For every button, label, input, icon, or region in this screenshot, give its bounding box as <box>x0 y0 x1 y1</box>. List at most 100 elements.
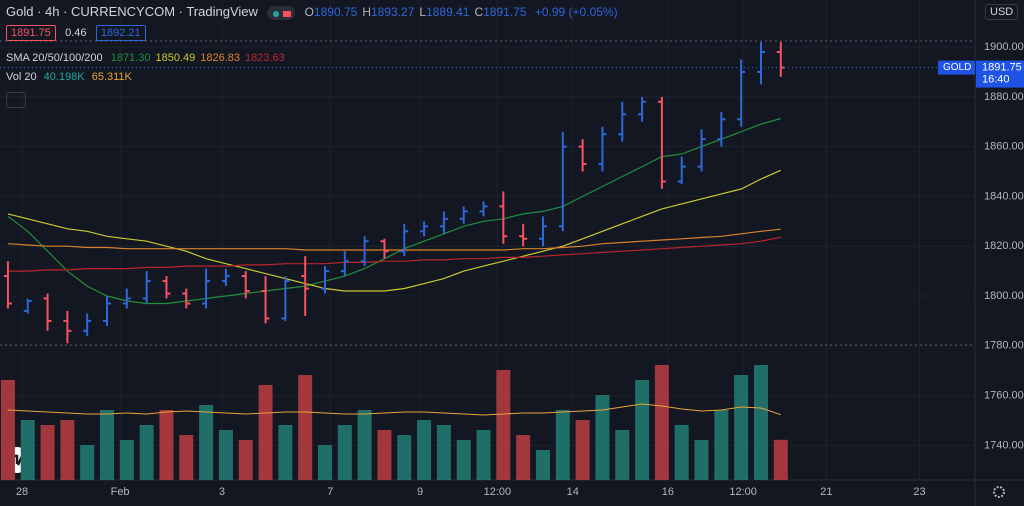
volume-name: Vol 20 <box>6 71 37 83</box>
volume-bar <box>278 425 293 480</box>
volume-bar <box>0 380 15 480</box>
volume-bar <box>179 435 194 480</box>
volume-bar <box>476 430 491 480</box>
volume-bar <box>218 430 233 480</box>
volume-bar <box>119 440 134 480</box>
volume-bar <box>535 450 550 480</box>
ohlc-value: 1891.75 <box>483 5 527 19</box>
x-tick-label: 23 <box>913 486 925 498</box>
collapse-button[interactable] <box>6 92 26 108</box>
sma-line <box>7 117 781 305</box>
y-tick-label: 1780.00 <box>984 340 1024 352</box>
x-tick-label: 12:00 <box>484 486 512 498</box>
volume-bar <box>199 405 214 480</box>
volume-bar <box>238 440 253 480</box>
volume-bar <box>714 410 729 480</box>
ohlc-label: H <box>362 5 371 19</box>
volume-bar <box>139 425 154 480</box>
sma-value: 1823.63 <box>245 52 285 64</box>
x-tick-label: 7 <box>327 486 333 498</box>
sma-value: 1871.30 <box>110 52 151 64</box>
sma-value: 1826.83 <box>200 52 240 64</box>
volume-bar <box>555 410 570 480</box>
volume-bar <box>298 375 313 480</box>
ohlc-label: O <box>304 5 314 19</box>
volume-ma-line <box>7 403 781 416</box>
x-tick-label: 28 <box>16 486 28 498</box>
sma-line <box>7 228 781 251</box>
bid-button[interactable]: 1891.75 <box>6 25 56 41</box>
volume-bar <box>694 440 709 480</box>
y-tick-label: 1800.00 <box>984 290 1024 302</box>
volume-bar <box>615 430 630 480</box>
x-tick-label: 14 <box>567 486 579 498</box>
legend-row: Gold · 4h · CURRENCYCOM · TradingView O1… <box>6 4 618 20</box>
x-tick-label: 16 <box>662 486 674 498</box>
x-tick-label: Feb <box>111 486 130 498</box>
volume-bar <box>417 420 432 480</box>
volume-bar <box>516 435 531 480</box>
sma-name: SMA 20/50/100/200 <box>6 52 103 64</box>
volume-bar <box>456 440 471 480</box>
spread: 0.46 <box>65 27 87 39</box>
volume-ma-value: 65.311K <box>91 71 132 83</box>
y-tick-label: 1840.00 <box>984 190 1024 202</box>
currency: USD <box>990 6 1014 18</box>
sma-value: 1850.49 <box>155 52 196 64</box>
ohlc-label: C <box>474 5 484 19</box>
volume-bar <box>575 420 590 480</box>
x-tick-label: 3 <box>219 486 225 498</box>
volume-bar <box>595 395 610 480</box>
sma-line <box>7 236 781 272</box>
volume-bar <box>753 365 768 480</box>
volume-bar <box>397 435 412 480</box>
y-tick-label: 1880.00 <box>984 91 1024 103</box>
currency-button[interactable]: USD <box>985 4 1019 20</box>
volume-bar <box>436 425 451 480</box>
volume-bar <box>377 430 392 480</box>
volume-bar <box>20 420 35 480</box>
volume-bar <box>773 439 788 480</box>
volume-bar <box>258 385 273 480</box>
status-badge[interactable] <box>267 5 296 20</box>
y-tick-label: 1820.00 <box>984 240 1024 252</box>
ohlc-values: O1890.75 H1893.27 L1889.41 C1891.75 <box>305 5 532 19</box>
volume-bar <box>159 410 174 480</box>
quote-row: 1891.75 0.46 1892.21 <box>6 25 146 41</box>
volume-bar <box>734 375 749 480</box>
symbol-tag-label: GOLD <box>943 62 971 73</box>
volume-bar <box>60 420 75 480</box>
ohlc-label: L <box>419 5 427 19</box>
symbol-title: Gold · 4h · CURRENCYCOM · TradingView <box>6 4 258 19</box>
volume-bar <box>318 445 332 480</box>
volume-bar <box>100 410 115 480</box>
ohlc-value: 1890.75 <box>313 5 358 19</box>
volume-bar <box>40 425 55 480</box>
price-tag <box>976 60 1024 88</box>
volume-bar <box>635 380 650 480</box>
sma-line <box>7 169 782 292</box>
y-tick-label: 1760.00 <box>984 390 1024 402</box>
ohlc-value: 1889.41 <box>426 5 470 19</box>
symbol-tag <box>938 60 975 75</box>
ask-button[interactable]: 1892.21 <box>95 25 146 41</box>
volume-bar <box>654 365 669 480</box>
sma-values: 1871.30 1850.49 1826.83 1823.63 <box>106 52 285 64</box>
volume-value: 40.198K <box>43 71 85 83</box>
sma-legend: SMA 20/50/100/200 1871.30 1850.49 1826.83 1… <box>6 52 285 64</box>
price-tag-label: 1891.75 <box>982 61 1022 73</box>
settings-icon[interactable] <box>993 486 1005 498</box>
y-tick-label: 1740.00 <box>984 439 1024 451</box>
grid <box>0 0 975 480</box>
volume-bar <box>496 370 511 480</box>
ohlc-value: 1893.27 <box>370 5 415 19</box>
volume-bar <box>357 410 372 480</box>
x-tick-label: 21 <box>820 486 832 498</box>
x-tick-label: 12:00 <box>729 486 757 498</box>
y-tick-label: 1860.00 <box>984 141 1024 153</box>
countdown: 16:40 <box>982 73 1010 85</box>
x-tick-label: 9 <box>417 486 423 498</box>
volume-bar <box>80 445 95 480</box>
